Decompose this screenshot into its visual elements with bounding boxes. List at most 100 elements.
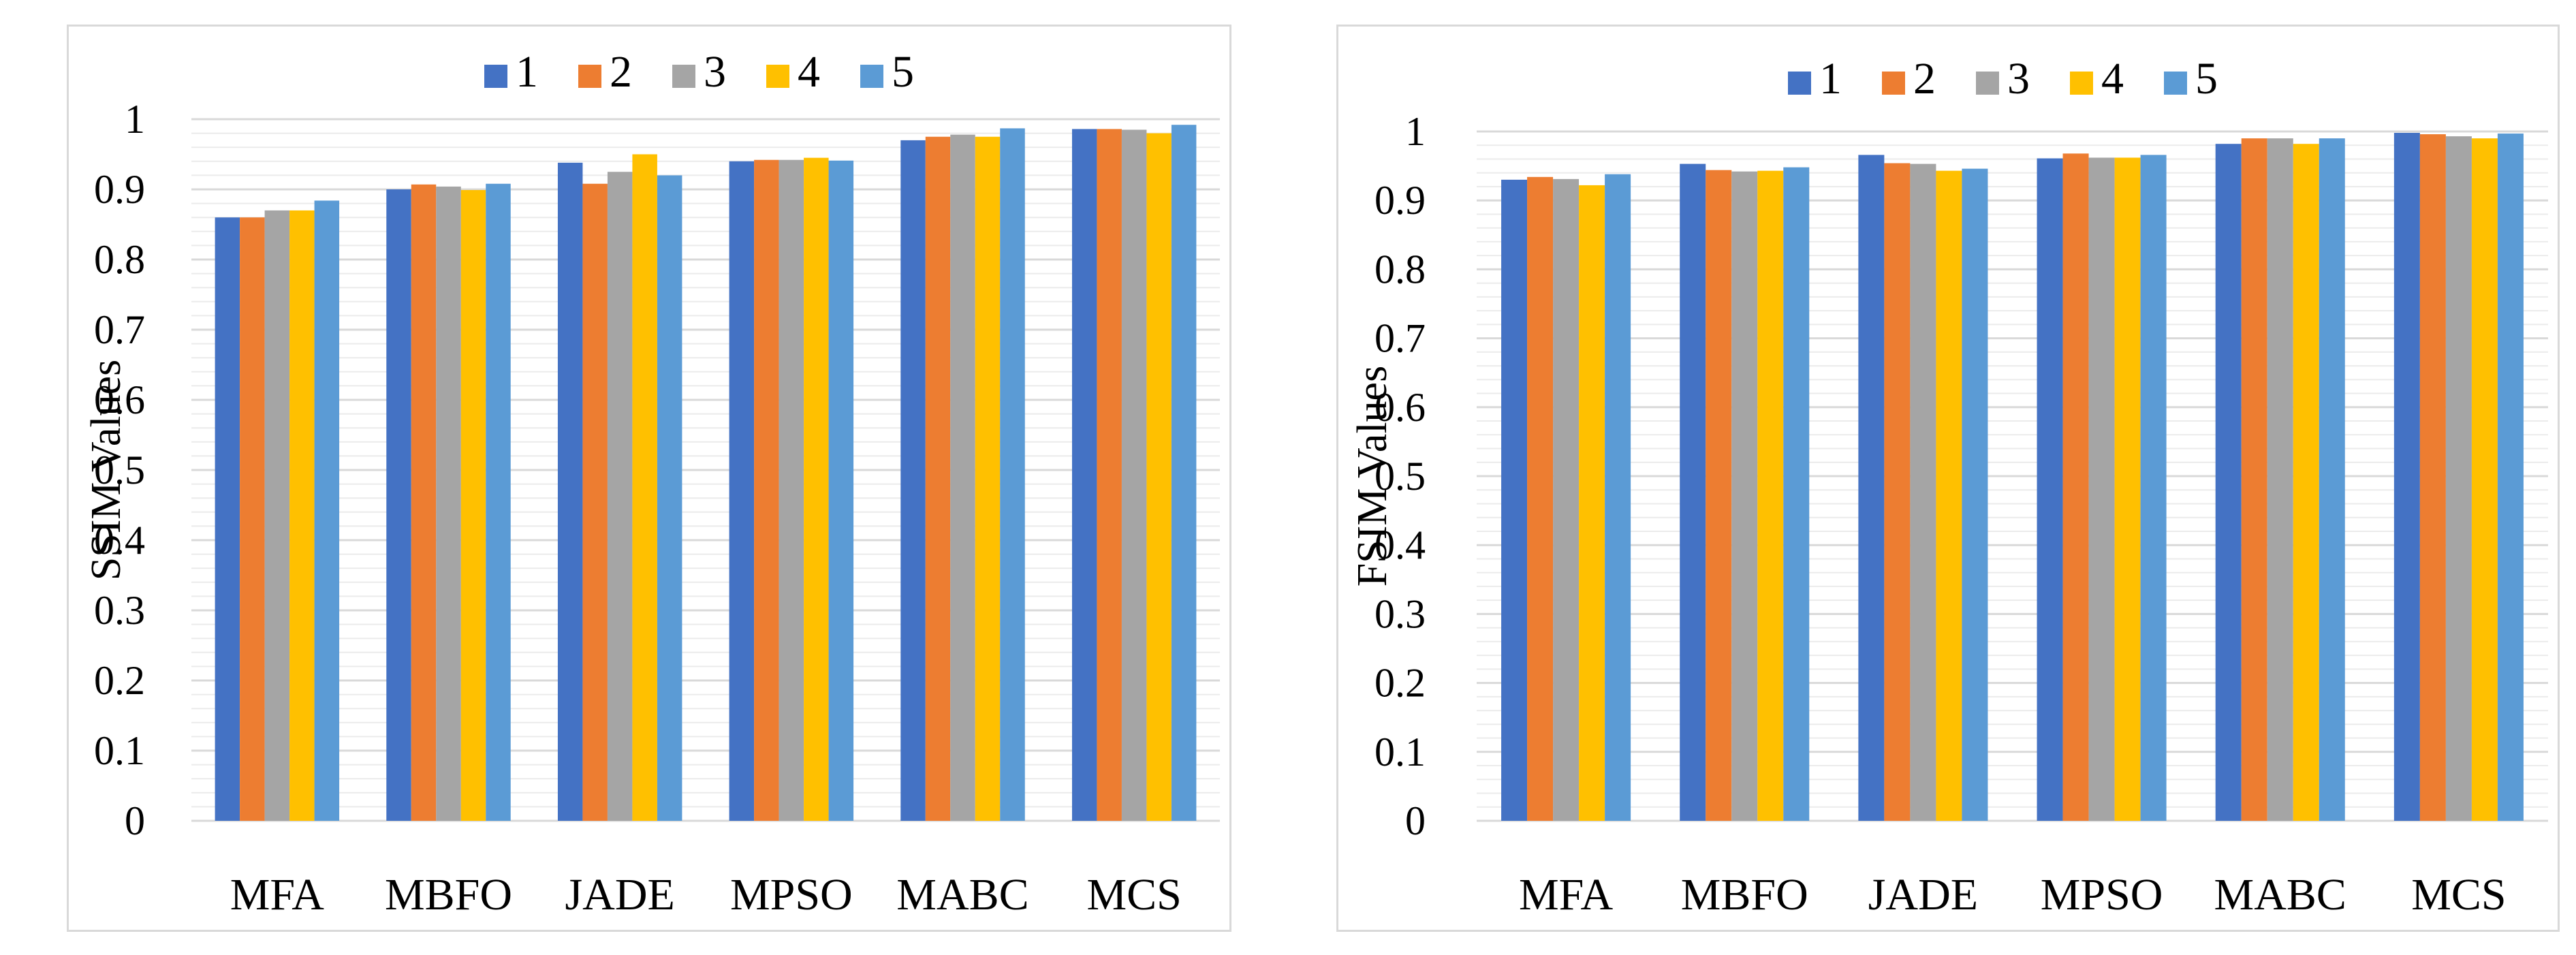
legend-swatch-series-3 bbox=[1976, 72, 1999, 95]
bar-mabc-series-1 bbox=[900, 140, 926, 821]
bar-mpso-series-1 bbox=[2037, 158, 2063, 821]
x-category-label: MBFO bbox=[385, 870, 512, 920]
x-category-label: JADE bbox=[565, 870, 675, 920]
bar-mbfo-series-3 bbox=[1731, 171, 1758, 821]
y-axis-title: SSIM Values bbox=[83, 360, 129, 580]
x-category-label: MPSO bbox=[730, 870, 853, 920]
bar-mabc-series-5 bbox=[1000, 128, 1025, 821]
legend-swatch-series-2 bbox=[1882, 72, 1905, 95]
bar-mcs-series-4 bbox=[1146, 133, 1172, 821]
bar-mabc-series-4 bbox=[2293, 144, 2319, 821]
legend-swatch-series-5 bbox=[860, 65, 883, 88]
legend-swatch-series-4 bbox=[766, 65, 789, 88]
legend-swatch-series-1 bbox=[1788, 72, 1811, 95]
y-tick-label: 1 bbox=[125, 97, 145, 142]
chart-legend: 1 2 3 4 5 bbox=[1788, 54, 2218, 104]
x-category-label: MCS bbox=[2411, 870, 2506, 920]
y-tick-label: 0.2 bbox=[94, 658, 145, 703]
fsim-bar-chart: 0 0.1 0.2 0.3 0.4 0.5 0.6 0.7 0.8 0.9 1 MFA MBFO JADE… bbox=[1349, 54, 2548, 920]
bar-mcs-series-2 bbox=[2419, 134, 2446, 821]
y-tick-label: 0.6 bbox=[1375, 385, 1426, 430]
bar-mpso-series-5 bbox=[2140, 155, 2167, 821]
bar-mbfo-series-4 bbox=[460, 190, 486, 821]
y-tick-label: 0.6 bbox=[94, 377, 145, 422]
bar-mcs-series-1 bbox=[2393, 133, 2420, 821]
y-tick-label: 1 bbox=[1405, 109, 1426, 154]
fsim-chart-panel: 0 0.1 0.2 0.3 0.4 0.5 0.6 0.7 0.8 0.9 1 MFA MBFO JADE… bbox=[1336, 25, 2560, 932]
legend-label: 5 bbox=[892, 47, 914, 97]
bar-mpso-series-4 bbox=[2114, 157, 2141, 821]
x-category-label: MBFO bbox=[1681, 870, 1808, 920]
bar-mpso-series-2 bbox=[754, 159, 779, 821]
legend-label: 3 bbox=[2007, 54, 2030, 104]
y-tick-label: 0.4 bbox=[1375, 522, 1426, 567]
legend-label: 3 bbox=[704, 47, 726, 97]
bar-jade-series-5 bbox=[1962, 168, 1988, 821]
bar-mabc-series-3 bbox=[950, 134, 975, 821]
bar-mfa-series-4 bbox=[289, 210, 315, 821]
y-tick-label: 0.3 bbox=[94, 588, 145, 633]
y-tick-label: 0.4 bbox=[94, 518, 145, 563]
bar-mabc-series-2 bbox=[925, 136, 951, 821]
y-tick-label: 0.7 bbox=[94, 307, 145, 352]
bar-jade-series-5 bbox=[657, 175, 682, 821]
bar-mpso-series-3 bbox=[2088, 157, 2115, 821]
y-axis-title: FSIM Values bbox=[1349, 366, 1396, 586]
bar-mcs-series-4 bbox=[2471, 138, 2498, 821]
legend-swatch-series-5 bbox=[2164, 72, 2187, 95]
y-tick-label: 0.3 bbox=[1375, 591, 1426, 636]
x-category-label: MABC bbox=[896, 870, 1028, 920]
bar-mbfo-series-5 bbox=[1783, 167, 1810, 821]
bar-mabc-series-2 bbox=[2241, 138, 2267, 821]
bar-mbfo-series-1 bbox=[1680, 163, 1706, 821]
legend-label: 5 bbox=[2195, 54, 2218, 104]
x-category-label: MFA bbox=[1519, 870, 1613, 920]
bar-mcs-series-1 bbox=[1071, 129, 1097, 821]
bar-mpso-series-2 bbox=[2062, 153, 2089, 821]
bar-jade-series-4 bbox=[632, 154, 657, 821]
chart-legend: 1 2 3 4 5 bbox=[484, 47, 914, 97]
bar-mabc-series-1 bbox=[2215, 144, 2242, 821]
bar-mfa-series-4 bbox=[1579, 185, 1605, 821]
bar-mbfo-series-1 bbox=[386, 189, 411, 821]
x-category-label: JADE bbox=[1868, 870, 1978, 920]
bar-jade-series-2 bbox=[1884, 163, 1911, 821]
legend-swatch-series-4 bbox=[2070, 72, 2093, 95]
bar-mabc-series-3 bbox=[2267, 138, 2293, 821]
y-tick-label: 0.5 bbox=[1375, 454, 1426, 499]
legend-swatch-series-1 bbox=[484, 65, 507, 88]
bar-jade-series-3 bbox=[607, 172, 633, 821]
bar-mbfo-series-2 bbox=[1706, 170, 1732, 821]
legend-label: 4 bbox=[2101, 54, 2124, 104]
ssim-chart-panel: 0 0.1 0.2 0.3 0.4 0.5 0.6 0.7 0.8 0.9 1 MFA MBFO JADE… bbox=[67, 25, 1231, 932]
bar-mbfo-series-3 bbox=[436, 186, 461, 821]
bar-jade-series-1 bbox=[1858, 155, 1885, 821]
bar-mpso-series-5 bbox=[828, 160, 854, 821]
bar-mcs-series-3 bbox=[1121, 129, 1147, 821]
bar-mfa-series-5 bbox=[1605, 174, 1631, 821]
y-tick-label: 0.8 bbox=[94, 237, 145, 282]
bar-mfa-series-3 bbox=[264, 210, 290, 821]
bar-mabc-series-5 bbox=[2319, 138, 2345, 821]
y-tick-label: 0.7 bbox=[1375, 316, 1426, 361]
y-tick-label: 0.1 bbox=[1375, 730, 1426, 774]
bar-jade-series-3 bbox=[1910, 163, 1936, 821]
y-tick-label: 0 bbox=[1405, 798, 1426, 843]
y-tick-label: 0.9 bbox=[94, 167, 145, 212]
bar-mpso-series-1 bbox=[729, 161, 755, 821]
x-category-label: MFA bbox=[230, 870, 324, 920]
y-tick-label: 0.1 bbox=[94, 728, 145, 773]
x-category-label: MCS bbox=[1086, 870, 1181, 920]
bar-mabc-series-4 bbox=[975, 136, 1001, 821]
y-tick-label: 0.2 bbox=[1375, 661, 1426, 706]
bar-mfa-series-3 bbox=[1553, 178, 1580, 821]
y-tick-label: 0.9 bbox=[1375, 178, 1426, 223]
bar-mpso-series-3 bbox=[779, 159, 804, 821]
legend-label: 1 bbox=[1819, 54, 1842, 104]
x-category-label: MABC bbox=[2214, 870, 2346, 920]
legend-label: 4 bbox=[798, 47, 820, 97]
bar-mpso-series-4 bbox=[804, 157, 829, 821]
legend-label: 2 bbox=[610, 47, 632, 97]
bar-mfa-series-5 bbox=[314, 200, 340, 821]
bar-mcs-series-2 bbox=[1097, 129, 1122, 821]
